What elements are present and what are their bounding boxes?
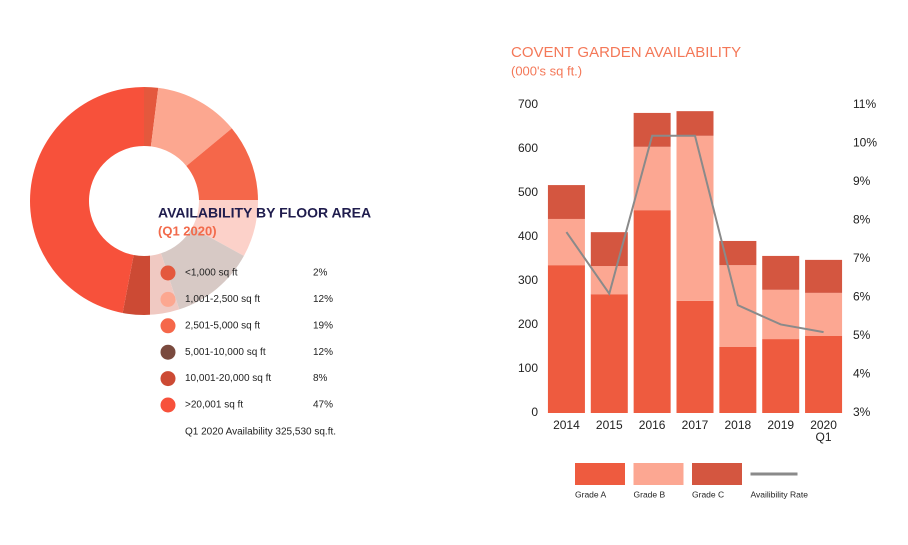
bar-segment — [633, 210, 671, 413]
y2-tick-label: 11% — [853, 97, 876, 111]
y2-tick-label: 7% — [853, 251, 871, 265]
legend-swatch — [575, 463, 625, 485]
bar-segment — [633, 146, 671, 211]
y2-tick-label: 9% — [853, 174, 871, 188]
donut-slice — [144, 87, 159, 147]
chart-subtitle: (000's sq ft.) — [511, 63, 582, 78]
legend-label: 2,501-5,000 sq ft — [185, 320, 260, 331]
donut-slice — [29, 87, 144, 313]
x-tick-label: 2019 — [767, 418, 795, 432]
bar-segment — [676, 135, 714, 301]
legend-swatch — [692, 463, 742, 485]
legend-swatch — [160, 265, 176, 281]
y-tick-label: 500 — [518, 185, 538, 199]
bar-segment — [590, 294, 628, 413]
bar-segment — [633, 112, 671, 147]
bar-segment — [805, 259, 843, 293]
y2-tick-label: 10% — [853, 136, 877, 150]
legend-label: 5,001-10,000 sq ft — [185, 347, 266, 358]
legend-swatch — [160, 291, 176, 307]
value-label: 12% — [313, 294, 333, 305]
y-tick-label: 600 — [518, 141, 538, 155]
overlay — [150, 200, 350, 325]
y2-tick-label: 3% — [853, 405, 871, 419]
annotation: Q1 2020 Availability 325,530 sq.ft. — [185, 427, 336, 438]
bar-segment — [719, 347, 757, 413]
legend-label: 1,001-2,500 sq ft — [185, 294, 260, 305]
y-tick-label: 400 — [518, 229, 538, 243]
bar-segment — [805, 292, 843, 336]
bar-segment — [762, 289, 800, 340]
y-tick-label: 0 — [531, 405, 538, 419]
legend-swatch — [633, 463, 684, 485]
bar-segment — [547, 265, 585, 413]
y2-tick-label: 8% — [853, 213, 871, 227]
bar-segment — [547, 185, 585, 219]
chart-subtitle: (Q1 2020) — [158, 223, 217, 238]
value-label: 47% — [313, 400, 333, 411]
legend-label: Grade B — [634, 489, 666, 499]
legend-swatch — [160, 344, 176, 360]
legend-label: Grade A — [575, 489, 607, 499]
x-tick-label: 2018 — [724, 418, 752, 432]
y2-tick-label: 4% — [853, 367, 871, 381]
y2-tick-label: 5% — [853, 328, 871, 342]
bar-segment — [676, 111, 714, 136]
x-tick-label: 2015 — [595, 418, 623, 432]
bar-segment — [805, 336, 843, 413]
bar-segment — [547, 218, 585, 266]
bar-segment — [676, 300, 714, 413]
y-tick-label: 300 — [518, 273, 538, 287]
rate-line — [565, 134, 824, 334]
x-tick-label: 2017 — [681, 418, 709, 432]
x-tick-label: 2020 Q1 — [810, 418, 837, 444]
value-label: 8% — [313, 373, 328, 384]
legend-swatch — [160, 318, 176, 334]
chart-title: COVENT GARDEN AVAILABILITY — [511, 44, 741, 61]
legend-label: 10,001-20,000 sq ft — [185, 373, 271, 384]
y-tick-label: 100 — [518, 361, 538, 375]
legend-label: <1,000 sq ft — [185, 268, 238, 279]
bar-segment — [762, 339, 800, 413]
legend-swatch — [160, 397, 176, 413]
legend-label: >20,001 sq ft — [185, 400, 243, 411]
y-tick-label: 700 — [518, 97, 538, 111]
bar-segment — [762, 255, 800, 290]
value-label: 19% — [313, 320, 333, 331]
donut-slice — [150, 87, 232, 166]
legend-swatch — [160, 371, 176, 387]
value-label: 12% — [313, 347, 333, 358]
bar-segment — [590, 266, 628, 295]
y-tick-label: 200 — [518, 317, 538, 331]
x-tick-label: 2014 — [553, 418, 580, 432]
legend-label: Availibility Rate — [751, 489, 809, 499]
chart-title: AVAILABILITY BY FLOOR AREA — [158, 205, 371, 221]
x-tick-label: 2016 — [638, 418, 666, 432]
legend-label: Grade C — [692, 489, 724, 499]
y2-tick-label: 6% — [853, 290, 871, 304]
value-label: 2% — [313, 268, 328, 279]
